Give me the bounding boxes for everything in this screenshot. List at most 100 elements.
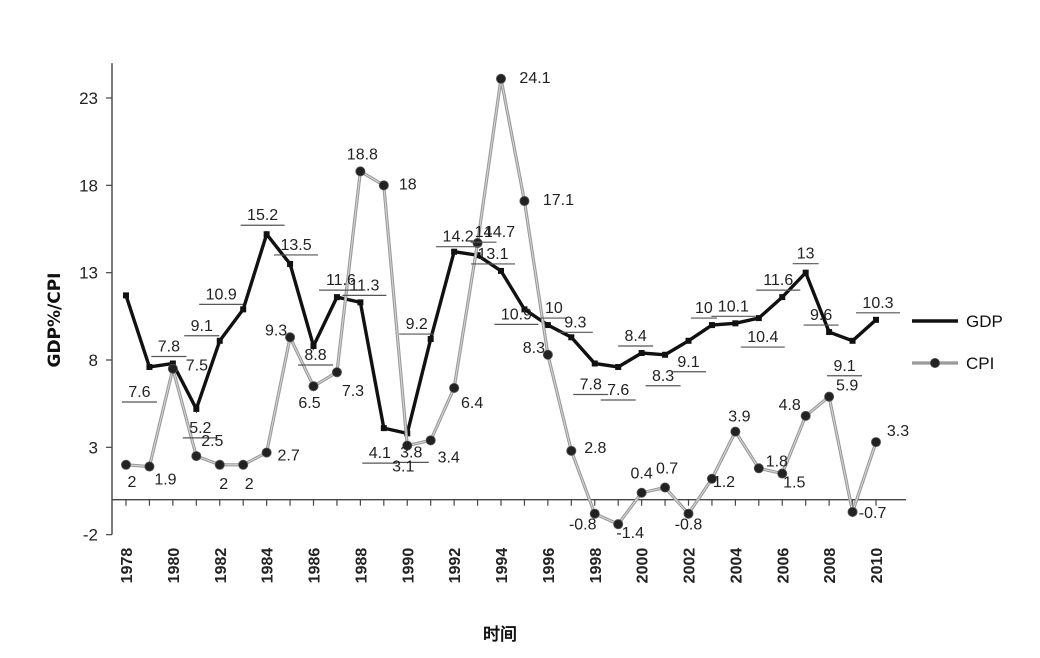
cpi-point	[800, 410, 811, 421]
gdp-data-label: 13	[797, 246, 815, 263]
gdp-data-label: 11.3	[349, 277, 379, 294]
gdp-point	[357, 299, 364, 306]
cpi-point	[402, 440, 413, 451]
gdp-point	[802, 269, 809, 276]
cpi-data-label: 3.4	[438, 449, 460, 466]
gdp-point	[873, 316, 879, 323]
cpi-data-label: 24.1	[519, 70, 550, 87]
legend: GDP CPI	[912, 312, 1003, 373]
gdp-point	[708, 322, 715, 329]
x-tick-label: 1980	[166, 548, 183, 584]
gdp-data-labels: 7.67.85.29.110.915.213.58.811.611.34.1 3.…	[121, 207, 900, 464]
gdp-data-label: 9.2	[406, 316, 428, 333]
cpi-point	[121, 459, 132, 470]
gdp-point	[779, 294, 786, 301]
cpi-point	[167, 363, 178, 374]
cpi-point	[425, 435, 436, 446]
x-tick-label: 2004	[728, 548, 745, 584]
gdp-data-label: 10.4	[747, 329, 778, 346]
cpi-data-label: 17.1	[543, 192, 574, 209]
series-gdp	[123, 230, 879, 437]
cpi-point	[191, 451, 202, 462]
gdp-data-label: 3.8	[400, 444, 422, 461]
cpi-data-label: 2	[219, 476, 228, 493]
x-tick-label: 1994	[494, 548, 511, 584]
gdp-point	[451, 248, 458, 255]
gdp-data-label: 13.1	[477, 246, 508, 263]
cpi-data-label: 1.8	[766, 453, 788, 470]
y-tick-label: 8	[89, 351, 98, 370]
cpi-point	[378, 180, 389, 191]
gdp-point	[826, 329, 833, 336]
x-tick-label: 1998	[588, 548, 605, 584]
series-cpi	[121, 73, 882, 530]
gdp-point	[638, 350, 645, 357]
cpi-point	[589, 508, 600, 519]
gdp-point	[615, 363, 622, 370]
gdp-point	[287, 260, 294, 267]
gdp-data-label: 11.6	[326, 272, 356, 289]
y-axis-title: GDP%/CPI	[45, 272, 65, 367]
cpi-data-label: 0.7	[656, 461, 678, 478]
cpi-point	[495, 73, 506, 84]
gdp-point	[849, 337, 856, 344]
cpi-point	[777, 468, 788, 479]
cpi-data-label: 2	[128, 474, 137, 491]
y-tick-label: 18	[79, 176, 98, 195]
cpi-data-label: 3.3	[887, 423, 909, 440]
gdp-point	[216, 337, 223, 344]
gdp-data-label: 7.6	[607, 382, 629, 399]
gdp-data-label: 8.4	[625, 328, 647, 345]
gdp-data-label: 10	[695, 300, 713, 317]
gdp-point	[193, 405, 200, 412]
x-tick-label: 2000	[635, 548, 652, 584]
cpi-point	[613, 519, 624, 530]
x-tick-label: 1982	[213, 548, 230, 584]
gdp-point	[240, 306, 247, 313]
gdp-point	[123, 292, 129, 299]
cpi-point	[214, 459, 225, 470]
x-tick-label: 2010	[869, 548, 886, 584]
cpi-point	[660, 482, 671, 493]
cpi-point	[331, 367, 342, 378]
legend-cpi-label: CPI	[966, 354, 994, 373]
cpi-data-label: 0.4	[631, 466, 653, 483]
cpi-point	[566, 445, 577, 456]
gdp-point	[662, 351, 669, 358]
cpi-point	[636, 487, 647, 498]
x-axis-title: 时间	[483, 624, 517, 645]
gdp-data-label: 11.6	[763, 272, 793, 289]
gdp-point	[169, 360, 176, 367]
cpi-point	[261, 447, 272, 458]
cpi-data-label: 6.4	[461, 395, 483, 412]
cpi-data-label: 7.5	[186, 358, 208, 375]
cpi-data-label: 1.9	[154, 472, 176, 489]
y-tick-label: -2	[83, 526, 98, 545]
x-tick-label: 1986	[307, 548, 324, 584]
gdp-data-label: 10.3	[862, 295, 893, 312]
cpi-data-labels: 2 1.97.52.52 22.79.36.57.318.8183.13.46.41…	[128, 70, 910, 542]
x-tick-label: 1984	[260, 548, 277, 584]
cpi-data-label: -0.7	[859, 505, 887, 522]
gdp-data-label: 10.9	[501, 306, 532, 323]
y-tick-label: 3	[89, 438, 98, 457]
y-tick-label: 13	[79, 264, 98, 283]
cpi-point	[144, 461, 155, 472]
gdp-data-label: 10.9	[206, 286, 237, 303]
x-tick-label: 1996	[541, 548, 558, 584]
cpi-point	[519, 196, 530, 207]
gdp-data-label: 9.3	[564, 314, 586, 331]
gdp-point	[568, 334, 575, 341]
gdp-data-label: 14.2	[443, 229, 474, 246]
cpi-data-label: 5.9	[836, 378, 858, 395]
cpi-point	[824, 391, 835, 402]
gdp-data-label: 7.6	[128, 384, 150, 401]
cpi-data-label: 3.1	[392, 459, 414, 476]
cpi-data-label: 14.7	[484, 224, 515, 241]
cpi-point	[449, 382, 460, 393]
gdp-data-label: 8.3	[652, 368, 674, 385]
axes: -2 3 8 13 18 23 1978 1980 1982 1984 1986 1988 1990 19…	[79, 63, 906, 583]
cpi-data-label: 2.7	[278, 448, 300, 465]
cpi-point	[472, 237, 483, 248]
